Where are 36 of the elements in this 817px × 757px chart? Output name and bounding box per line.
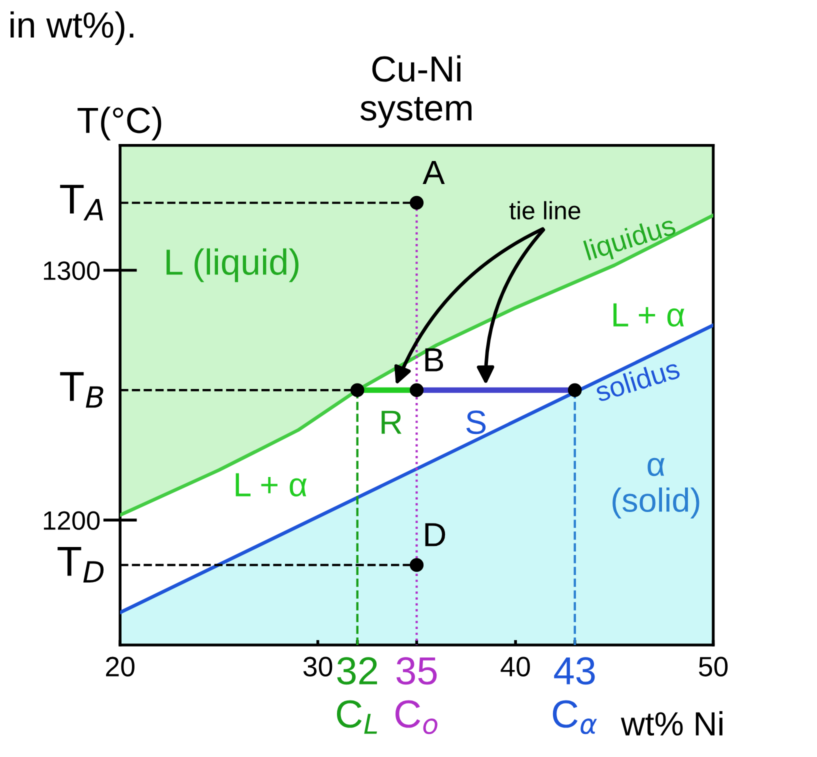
- annotation: A: [422, 161, 445, 184]
- y-tick-label: 1300: [44, 261, 100, 280]
- annotation: B: [425, 348, 444, 372]
- point: [410, 196, 424, 210]
- x-tick-label: 40: [500, 656, 530, 676]
- annotation: L + α: [613, 303, 684, 327]
- annotation: S: [466, 410, 486, 434]
- text: T$_{A}$: [60, 184, 103, 220]
- annotation: α (solid): [612, 458, 700, 519]
- annotation: L + α: [236, 473, 307, 497]
- annotation: L (liquid): [166, 248, 298, 282]
- chart-title: Cu-Ni system: [360, 55, 472, 128]
- text: in wt%).: [10, 11, 134, 45]
- x-tick-label: 35: [396, 657, 437, 685]
- point: [410, 558, 424, 572]
- text: C$_{α}$: [552, 700, 597, 734]
- text: C$_{L}$: [336, 700, 377, 734]
- annotation: R: [382, 410, 402, 434]
- x-tick-label: 30: [303, 656, 332, 676]
- point: [350, 383, 364, 398]
- point: [410, 383, 424, 398]
- x-tick-label: 50: [698, 656, 728, 676]
- annotation: tie line: [509, 201, 580, 220]
- x-axis-title: wt% Ni: [620, 711, 722, 736]
- x-tick-label: 43: [554, 657, 595, 685]
- point: [568, 383, 582, 398]
- annotation: D: [425, 523, 446, 546]
- x-tick-label: 20: [106, 656, 134, 676]
- x-tick-label: 32: [337, 657, 378, 685]
- text: C$_{o}$: [396, 700, 438, 734]
- annotation: liquidus: [583, 214, 678, 266]
- y-tick-label: 1200: [44, 511, 100, 530]
- text: T$_{B}$: [60, 372, 104, 408]
- annotation: solidus: [594, 358, 681, 402]
- text: T$_{D}$: [58, 547, 104, 583]
- y-axis-title: T(°C): [78, 106, 162, 140]
